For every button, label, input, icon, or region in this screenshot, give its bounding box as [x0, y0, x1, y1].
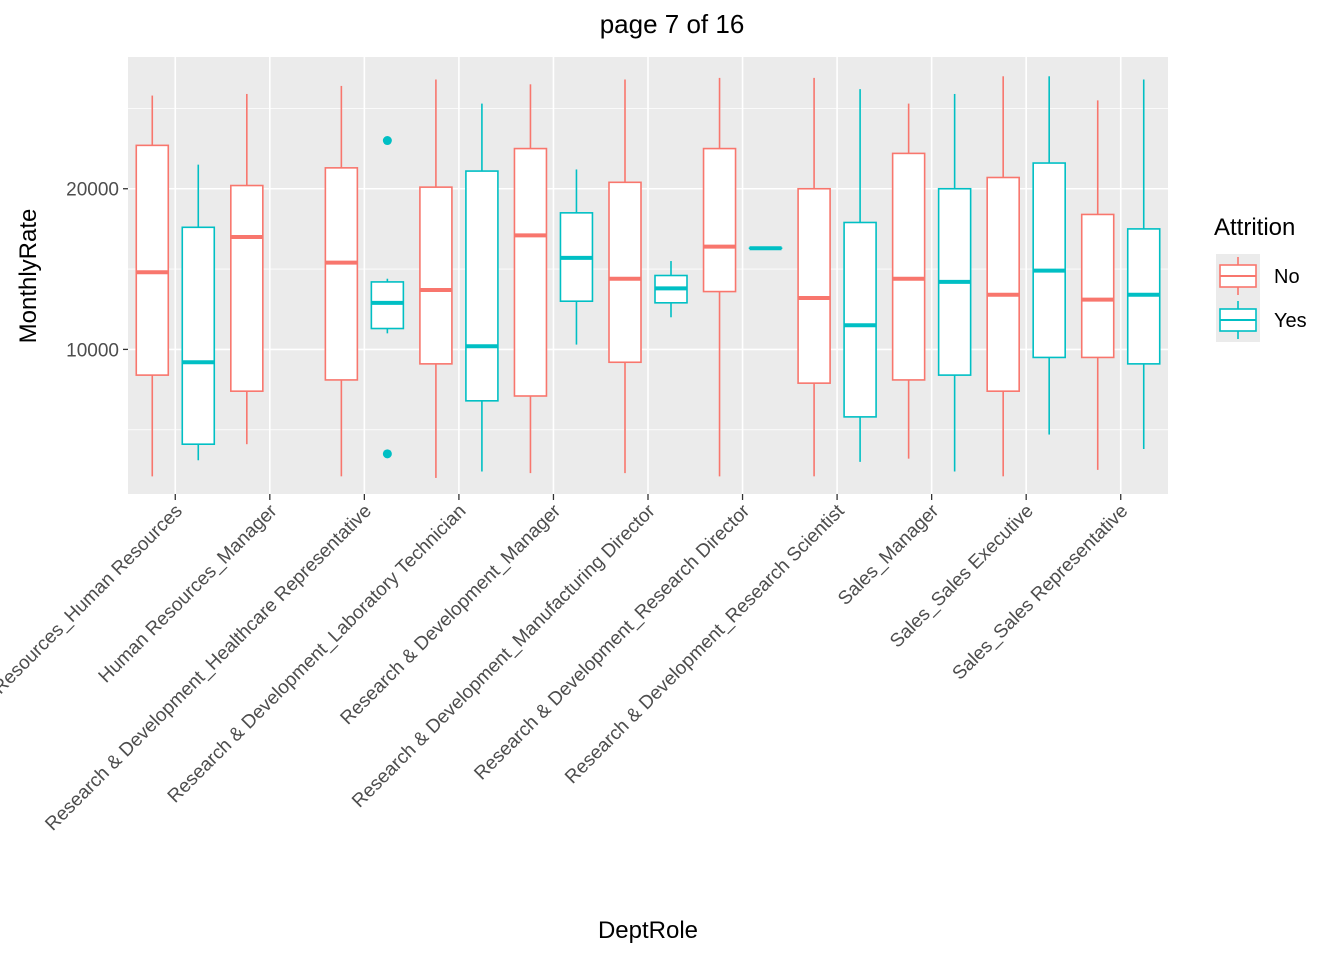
legend-label: Yes [1274, 310, 1307, 332]
chart-title: page 7 of 16 [600, 9, 745, 39]
box-iqr [1082, 214, 1114, 357]
plot-panel: 10000 20000 Resources_Human ResourcesHuman… [0, 57, 1168, 835]
box-iqr [466, 171, 498, 401]
x-tick-label: Research & Development_Healthcare Repres… [41, 501, 375, 835]
box-iqr [1033, 163, 1065, 357]
box-iqr [987, 177, 1019, 391]
box-iqr [798, 189, 830, 383]
legend: Attrition No Yes [1214, 214, 1307, 342]
y-tick-label: 10000 [66, 340, 119, 361]
box-iqr [893, 153, 925, 380]
outlier-point [383, 449, 392, 458]
box-iqr [325, 168, 357, 380]
legend-label: No [1274, 266, 1300, 288]
legend-item-no: No [1216, 254, 1300, 298]
outlier-point [383, 136, 392, 145]
box-iqr [609, 182, 641, 362]
x-tick-label: Human Resources_Manager [95, 500, 282, 687]
legend-item-yes: Yes [1216, 298, 1307, 342]
box-iqr [231, 186, 263, 392]
y-tick-label: 20000 [66, 180, 119, 201]
x-tick-label: Resources_Human Resources [0, 501, 187, 699]
box-iqr [420, 187, 452, 364]
box-iqr [371, 282, 403, 329]
x-tick-label: Sales_Sales Representative [949, 501, 1133, 685]
box-iqr [136, 145, 168, 375]
box-iqr [704, 149, 736, 292]
box-iqr [844, 222, 876, 416]
y-axis-title: MonthlyRate [15, 209, 42, 344]
box-iqr [182, 227, 214, 444]
x-tick-label: Sales_Manager [834, 500, 943, 609]
legend-title: Attrition [1214, 214, 1295, 241]
box-iqr [514, 149, 546, 396]
x-axis-title: DeptRole [598, 917, 698, 944]
